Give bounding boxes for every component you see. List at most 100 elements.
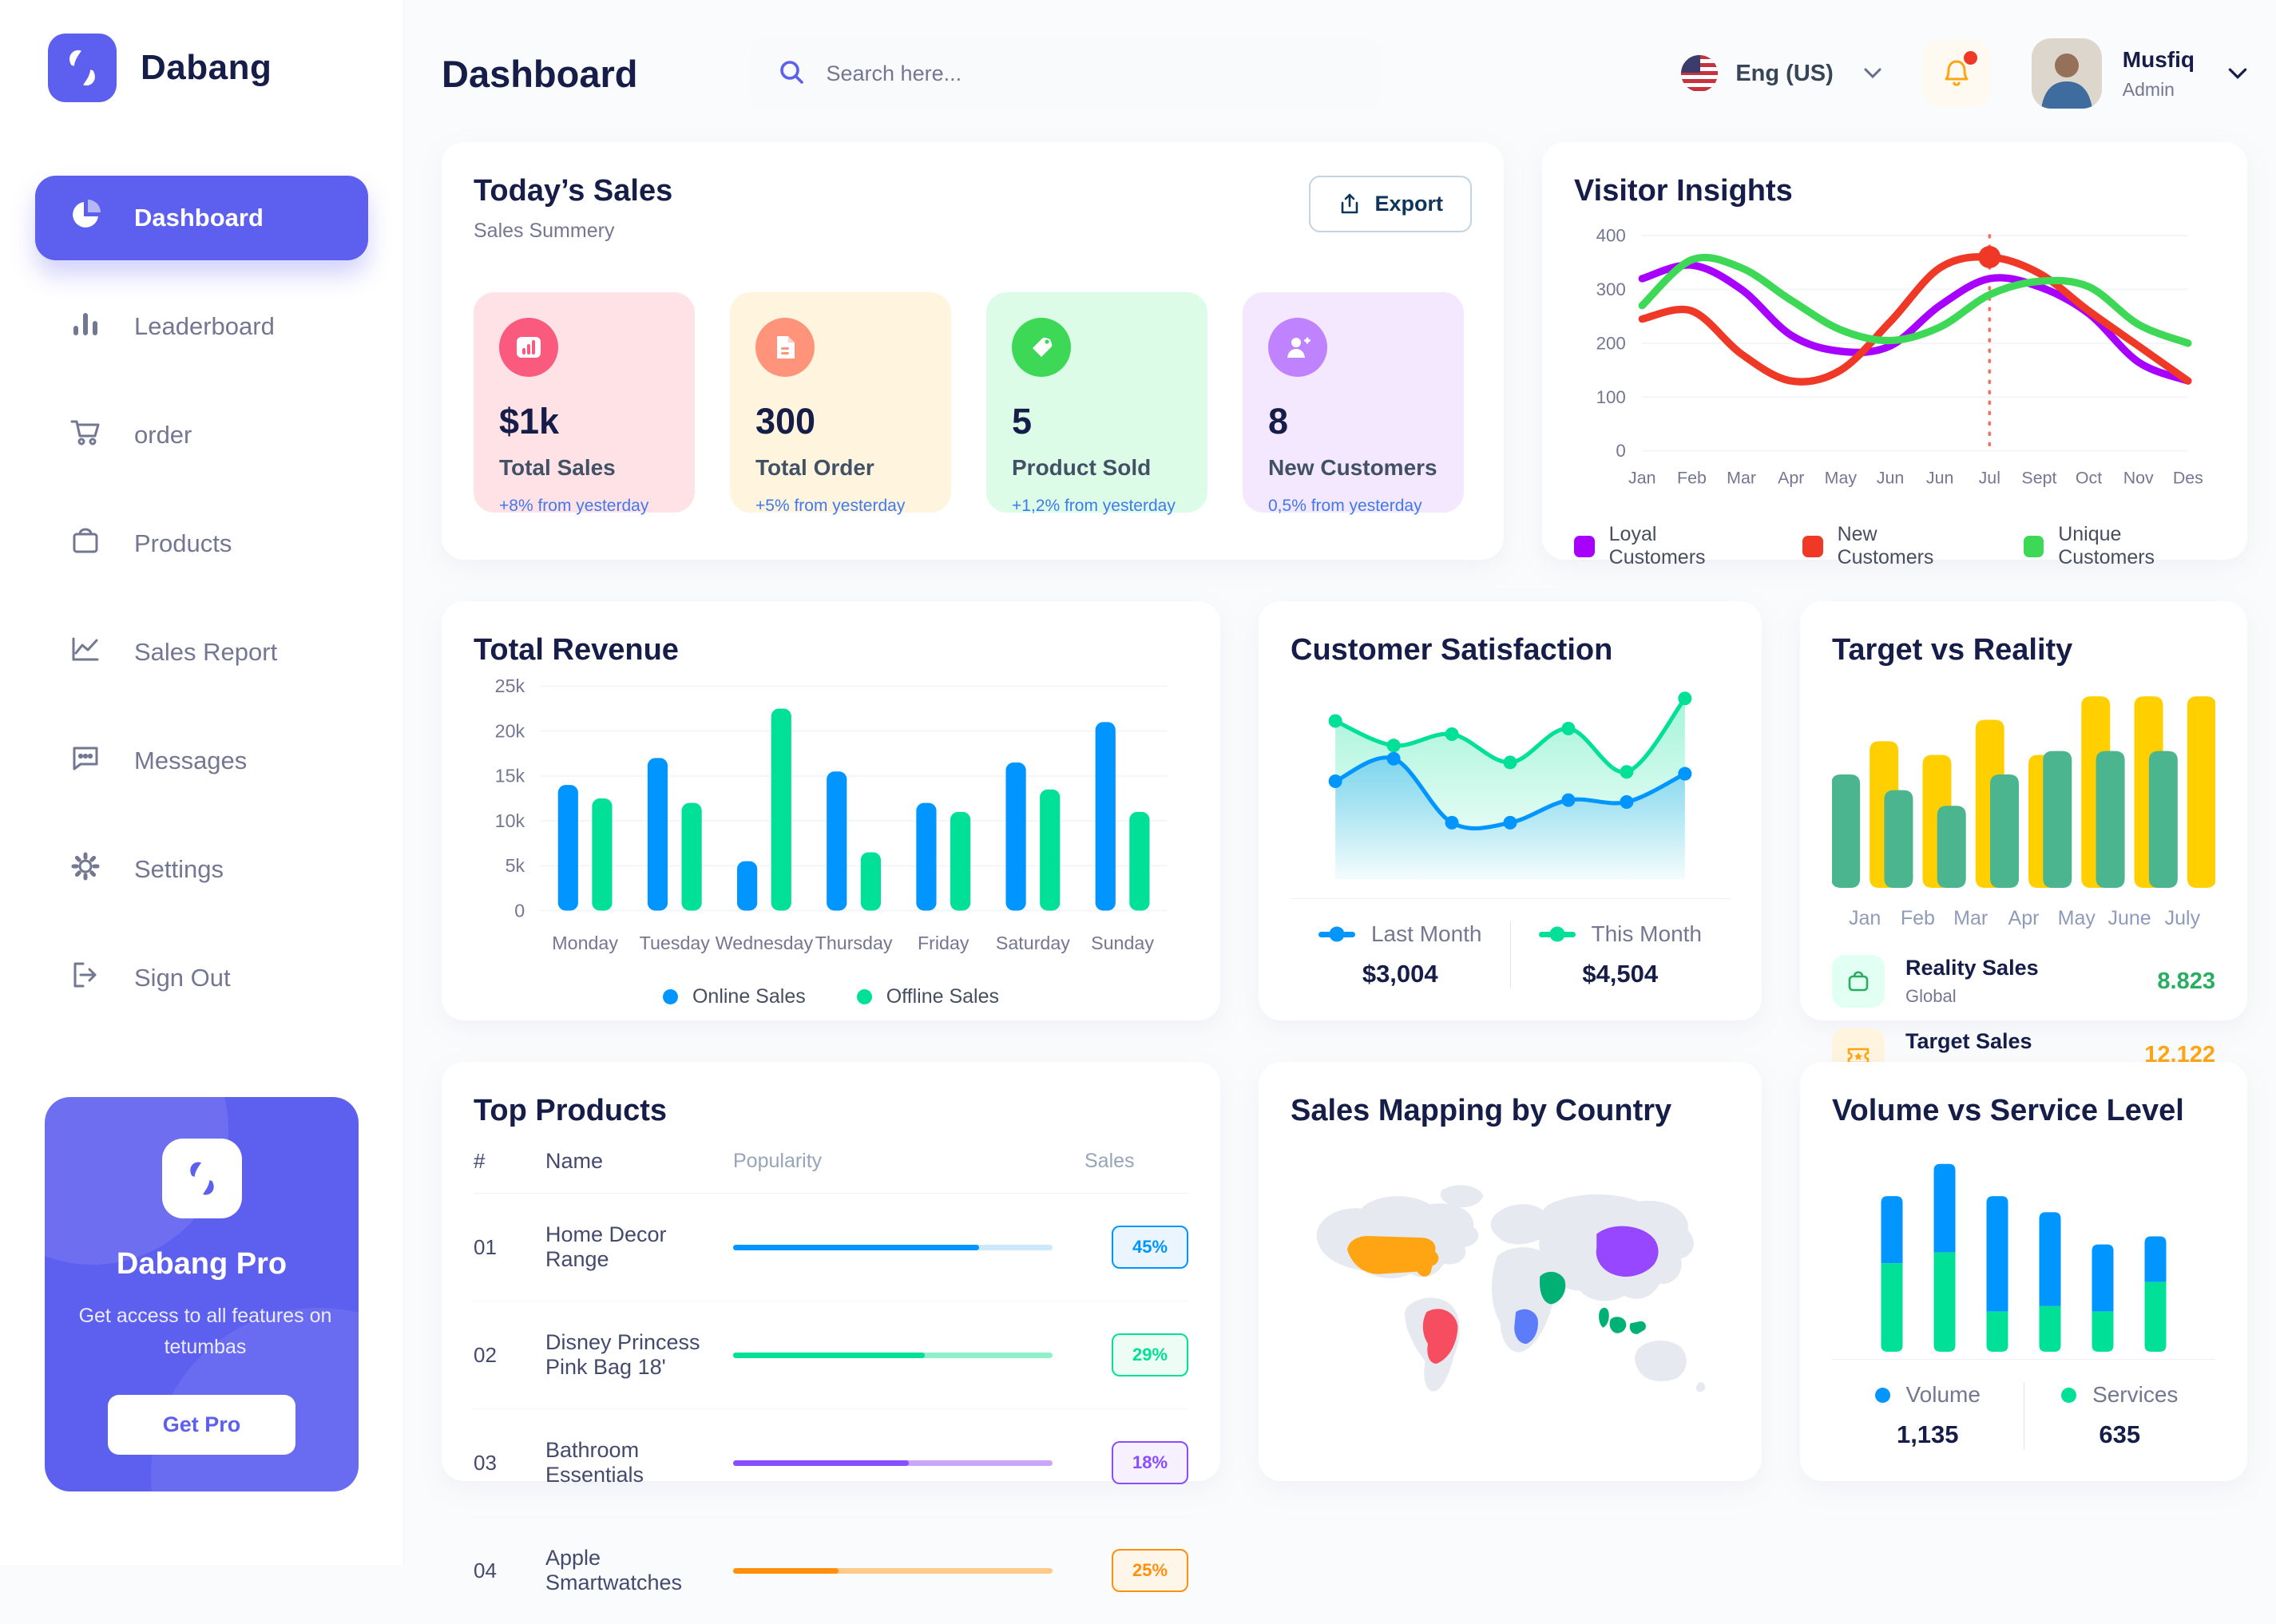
svg-text:Wednesday: Wednesday: [716, 933, 814, 953]
cart-icon: [69, 415, 102, 455]
svg-text:Jan: Jan: [1849, 907, 1881, 929]
sales-badge: 25%: [1112, 1549, 1188, 1592]
sidebar-item-label: Settings: [134, 855, 224, 883]
sidebar-item-label: Dashboard: [134, 204, 264, 232]
svg-text:25k: 25k: [495, 675, 525, 696]
stat-value: $1k: [499, 401, 560, 442]
legend-item: Online Sales: [662, 985, 806, 1008]
volume-service-legend: Volume 1,135 Services 635: [1832, 1359, 2215, 1449]
product-rank: 01: [474, 1234, 497, 1259]
legend-label: Services: [2092, 1382, 2179, 1407]
language-label: Eng (US): [1735, 60, 1834, 86]
country-united-states[interactable]: [1346, 1235, 1439, 1277]
stat-label: Total Sales: [499, 455, 616, 480]
country-china[interactable]: [1596, 1226, 1659, 1277]
stat-value: 5: [1012, 401, 1033, 442]
bar-chart-icon: [69, 307, 102, 347]
legend-value: 1,135: [1896, 1420, 1959, 1448]
total-revenue-title: Total Revenue: [474, 633, 679, 667]
language-selector[interactable]: Eng (US): [1681, 55, 1881, 92]
user-menu[interactable]: Musfiq Admin: [2031, 38, 2247, 109]
stat-new-customers: 8 New Customers 0,5% from yesterday: [1243, 292, 1464, 515]
notifications-button[interactable]: [1922, 40, 1990, 107]
pro-card-body: Get access to all features on tetumbas: [78, 1305, 332, 1358]
svg-text:Apr: Apr: [2008, 907, 2040, 929]
top-products-header: # Name Popularity Sales: [474, 1149, 1188, 1194]
top-products-title: Top Products: [474, 1094, 668, 1127]
visitor-insights-card: Visitor Insights 0 100 200 300 400 Jan Feb Mar A…: [1542, 142, 2247, 568]
pie-chart-icon: [69, 198, 102, 238]
legend-label: New Customers: [1837, 523, 1934, 568]
svg-text:300: 300: [1596, 279, 1626, 299]
svg-text:Jun: Jun: [1926, 469, 1953, 488]
user-plus-icon: [1268, 318, 1327, 377]
svg-text:Monday: Monday: [552, 933, 618, 953]
legend-value: $3,004: [1362, 960, 1438, 988]
user-role: Admin: [2122, 78, 2175, 100]
get-pro-button[interactable]: Get Pro: [108, 1394, 295, 1455]
sidebar-item-messages[interactable]: Messages: [35, 719, 368, 803]
total-revenue-chart: 0 5k 10k 15k 20k 25k Monday Tuesday Wednesday Thu…: [495, 675, 1168, 953]
target-vs-reality-chart: Jan Feb Mar Apr May June July: [1832, 696, 2215, 929]
sidebar-item-order[interactable]: order: [35, 393, 368, 477]
export-button[interactable]: Export: [1309, 176, 1472, 232]
stat-note: +1,2% from yesterday: [1012, 497, 1176, 515]
stat-label: New Customers: [1268, 455, 1437, 480]
product-rank: 04: [474, 1558, 497, 1582]
sidebar-item-dashboard[interactable]: Dashboard: [35, 176, 368, 260]
customer-satisfaction-legend: Last Month $3,004 This Month $4,504: [1291, 898, 1730, 988]
column-header: #: [474, 1149, 486, 1173]
svg-text:0: 0: [1616, 441, 1625, 461]
search-box[interactable]: [749, 37, 1381, 110]
svg-text:Apr: Apr: [1778, 469, 1804, 488]
svg-text:May: May: [2058, 907, 2096, 929]
pro-upsell-card: Dabang Pro Get access to all features on…: [45, 1097, 359, 1491]
stat-note: +8% from yesterday: [499, 497, 649, 515]
upload-icon: [1342, 193, 1358, 213]
legend-label: Last Month: [1370, 921, 1482, 946]
table-row: 01 Home Decor Range 45%: [474, 1194, 1188, 1301]
country-dr-congo[interactable]: [1514, 1309, 1538, 1345]
pro-logo-icon: [161, 1139, 242, 1218]
legend-swatch: [856, 989, 872, 1004]
sidebar-item-sign-out[interactable]: Sign Out: [35, 936, 368, 1020]
sales-badge: 18%: [1112, 1441, 1188, 1484]
legend-group-volume: Volume 1,135: [1832, 1382, 2024, 1449]
bag-icon: [1832, 955, 1885, 1008]
svg-text:15k: 15k: [495, 766, 525, 786]
svg-text:June: June: [2107, 907, 2151, 929]
top-bar: Dashboard Eng (US): [442, 22, 2247, 125]
svg-text:10k: 10k: [495, 810, 525, 831]
sidebar-item-products[interactable]: Products: [35, 501, 368, 586]
product-name: Disney Princess Pink Bag 18': [545, 1330, 700, 1379]
country-brazil[interactable]: [1422, 1309, 1458, 1364]
legend-swatch: [1574, 535, 1595, 557]
bag-icon: [69, 524, 102, 564]
legend-group-last-month: Last Month $3,004: [1291, 921, 1511, 988]
search-input[interactable]: [826, 61, 1354, 86]
todays-sales-card: Today’s Sales Sales Summery Export: [442, 142, 1504, 560]
sidebar-item-settings[interactable]: Settings: [35, 827, 368, 912]
svg-text:Sunday: Sunday: [1091, 933, 1154, 953]
legend-row-reality: Reality Sales Global 8.823: [1832, 955, 2215, 1008]
legend-group-this-month: This Month $4,504: [1511, 921, 1731, 988]
sidebar-item-label: Messages: [134, 747, 248, 774]
country-saudi-arabia[interactable]: [1539, 1271, 1566, 1305]
column-header: Popularity: [733, 1150, 823, 1172]
svg-text:Saturday: Saturday: [996, 933, 1070, 953]
stat-label: Product Sold: [1012, 455, 1152, 480]
product-name: Home Decor Range: [545, 1222, 667, 1271]
legend-swatch: [662, 989, 678, 1004]
target-vs-reality-title: Target vs Reality: [1832, 633, 2073, 667]
sidebar-item-sales-report[interactable]: Sales Report: [35, 610, 368, 695]
table-row: 02 Disney Princess Pink Bag 18' 29%: [474, 1301, 1188, 1409]
target-vs-reality-card: Target vs Reality Jan Feb Mar Apr May June Jul…: [1800, 601, 2247, 1081]
svg-text:Sept: Sept: [2021, 469, 2056, 488]
svg-text:Oct: Oct: [2076, 469, 2102, 488]
sidebar-item-label: Sign Out: [134, 964, 231, 992]
country-indonesia[interactable]: [1599, 1307, 1646, 1334]
dabang-logo-glyph: [69, 50, 95, 86]
stat-note: 0,5% from yesterday: [1268, 497, 1422, 515]
svg-text:Mar: Mar: [1727, 469, 1756, 488]
sidebar-item-leaderboard[interactable]: Leaderboard: [35, 284, 368, 369]
